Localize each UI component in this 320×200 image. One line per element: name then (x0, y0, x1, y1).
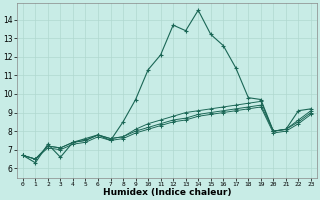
X-axis label: Humidex (Indice chaleur): Humidex (Indice chaleur) (103, 188, 231, 197)
